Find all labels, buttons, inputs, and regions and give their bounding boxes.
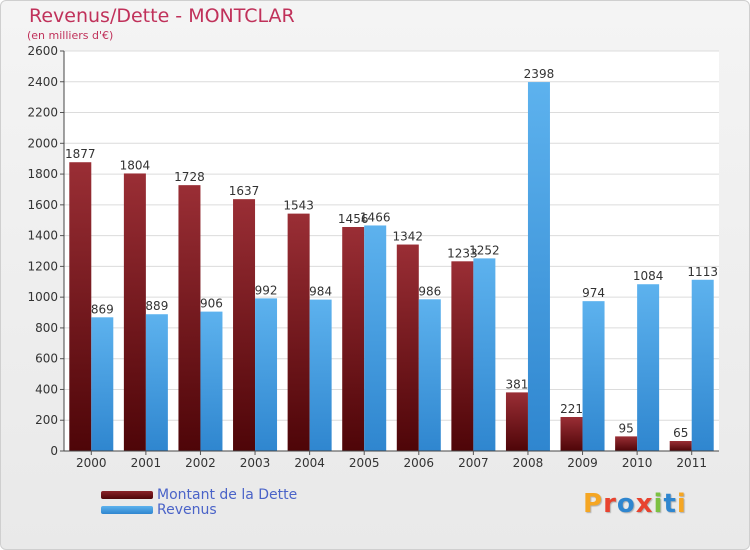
bar-revenue [582, 301, 605, 451]
x-tick-label: 2010 [622, 456, 653, 470]
y-tick-label: 2000 [27, 136, 58, 150]
x-tick-label: 2005 [349, 456, 380, 470]
data-label-revenue: 869 [91, 302, 114, 316]
data-label-revenue: 992 [255, 283, 278, 297]
data-label-debt: 1637 [229, 184, 260, 198]
data-label-debt: 381 [506, 377, 529, 391]
x-tick-label: 2003 [240, 456, 271, 470]
y-tick-label: 1000 [27, 290, 58, 304]
data-label-revenue: 1466 [360, 210, 391, 224]
bar-revenue [145, 314, 168, 451]
y-tick-label: 1400 [27, 229, 58, 243]
data-label-debt: 221 [560, 402, 583, 416]
bar-debt [123, 173, 146, 451]
bar-debt [178, 185, 201, 451]
y-tick-label: 0 [50, 444, 58, 458]
bar-revenue [255, 298, 278, 451]
bar-debt [342, 227, 365, 451]
bar-debt [233, 199, 256, 451]
x-tick-label: 2009 [567, 456, 598, 470]
data-label-debt: 95 [618, 421, 633, 435]
chart-title: Revenus/Dette - MONTCLAR [29, 5, 295, 27]
bar-debt [69, 162, 92, 451]
plot-area [64, 51, 719, 451]
y-tick-label: 800 [35, 321, 58, 335]
data-label-debt: 1456 [338, 212, 369, 226]
y-tick-label: 400 [35, 382, 58, 396]
legend-swatch-debt [101, 490, 153, 499]
bar-revenue [91, 317, 114, 451]
x-tick-label: 2007 [458, 456, 489, 470]
y-tick-label: 2600 [27, 44, 58, 58]
data-label-debt: 1543 [283, 199, 314, 213]
y-tick-label: 1200 [27, 259, 58, 273]
legend-swatch-revenue [101, 505, 153, 514]
bar-revenue [418, 299, 441, 451]
data-label-revenue: 889 [145, 299, 168, 313]
bar-revenue [364, 225, 387, 451]
data-label-revenue: 1252 [469, 243, 500, 257]
y-tick-label: 2200 [27, 106, 58, 120]
bar-revenue [309, 299, 332, 451]
data-label-revenue: 986 [418, 284, 441, 298]
data-label-debt: 1877 [65, 147, 96, 161]
x-tick-label: 2002 [185, 456, 216, 470]
bar-revenue [691, 279, 714, 451]
bar-revenue [473, 258, 496, 451]
grid-lines [64, 50, 719, 452]
x-tick-label: 2011 [676, 456, 707, 470]
chart-subtitle: (en milliers d'€) [27, 29, 114, 42]
data-label-revenue: 2398 [524, 67, 555, 81]
data-label-revenue: 1113 [687, 265, 718, 279]
x-tick-label: 2001 [131, 456, 162, 470]
y-tick-label: 1600 [27, 198, 58, 212]
bar-debt [669, 441, 692, 451]
data-label-debt: 1728 [174, 170, 205, 184]
data-label-debt: 1342 [393, 230, 424, 244]
y-tick-label: 200 [35, 413, 58, 427]
y-tick-label: 1800 [27, 167, 58, 181]
x-tick-label: 2008 [513, 456, 544, 470]
data-label-revenue: 1084 [633, 269, 664, 283]
x-tick-label: 2000 [76, 456, 107, 470]
bars-group: 1877869180488917289061637992154398414561… [65, 67, 718, 452]
legend-item-revenue: Revenus [101, 501, 297, 518]
data-label-revenue: 974 [582, 286, 605, 300]
bar-debt [505, 392, 528, 451]
bar-revenue [527, 82, 550, 452]
bar-debt [560, 417, 583, 451]
legend-label-debt: Montant de la Dette [157, 486, 298, 503]
bar-debt [287, 213, 310, 451]
data-label-debt: 65 [673, 426, 688, 440]
bar-debt [451, 261, 474, 451]
data-label-revenue: 906 [200, 297, 223, 311]
legend-label-revenue: Revenus [157, 501, 217, 518]
legend: Montant de la Dette Revenus [101, 486, 298, 518]
bar-revenue [637, 284, 660, 451]
y-tick-label: 2400 [27, 75, 58, 89]
proxiti-logo: Proxiti [583, 489, 687, 519]
y-tick-label: 600 [35, 352, 58, 366]
bar-debt [396, 244, 419, 451]
x-tick-label: 2006 [404, 456, 435, 470]
data-label-revenue: 984 [309, 285, 332, 299]
legend-item-debt: Montant de la Dette [101, 486, 298, 503]
bar-revenue [200, 311, 223, 451]
data-label-debt: 1804 [120, 158, 151, 172]
x-tick-label: 2004 [294, 456, 325, 470]
bar-debt [615, 436, 638, 451]
data-label-debt: 1233 [447, 246, 478, 260]
axes-group: 0 200 400 600 800 1000 1200 1400 1600 1800 2000 220… [27, 44, 719, 470]
